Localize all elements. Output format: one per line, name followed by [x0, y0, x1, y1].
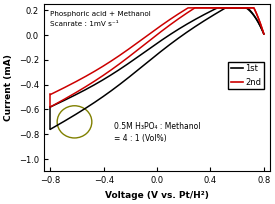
Text: Scanrate : 1mV s⁻¹: Scanrate : 1mV s⁻¹ — [51, 21, 119, 27]
Text: Phosphoric acid + Methanol: Phosphoric acid + Methanol — [51, 11, 151, 17]
Y-axis label: Current (mA): Current (mA) — [4, 54, 13, 121]
Legend: 1st, 2nd: 1st, 2nd — [228, 62, 264, 89]
Text: 0.5M H₃PO₄ : Methanol: 0.5M H₃PO₄ : Methanol — [114, 122, 201, 131]
Text: = 4 : 1 (Vol%): = 4 : 1 (Vol%) — [114, 134, 167, 143]
X-axis label: Voltage (V vs. Pt/H²): Voltage (V vs. Pt/H²) — [105, 191, 209, 200]
